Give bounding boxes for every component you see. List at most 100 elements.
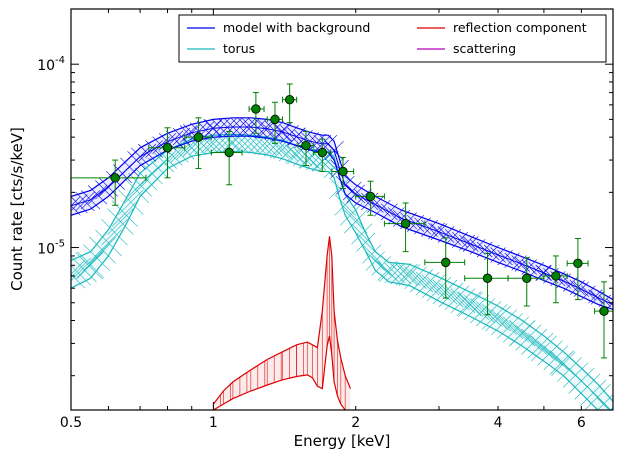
data-marker — [317, 147, 328, 158]
torus-hatch-line — [299, 148, 320, 169]
model-with-background-hatch-line — [71, 205, 81, 216]
data-point-11 — [355, 180, 385, 216]
torus-hatch-line — [278, 142, 298, 162]
torus-hatch-line — [450, 288, 476, 314]
torus-hatch-line — [118, 189, 144, 215]
torus-hatch-line — [515, 324, 542, 351]
plot-frame — [70, 8, 614, 411]
torus-hatch-line — [475, 301, 502, 327]
torus-hatch-line — [537, 340, 563, 366]
data-marker — [441, 257, 451, 268]
model-with-background-hatch-line — [71, 196, 81, 207]
torus-hatch-line — [530, 335, 557, 362]
torus-hatch-line — [258, 136, 277, 156]
legend-label-model: model with background — [223, 20, 370, 35]
data-point-15 — [507, 257, 545, 307]
data-marker — [338, 166, 348, 177]
torus-hatch-line — [287, 145, 307, 165]
data-marker — [573, 258, 583, 269]
torus-hatch-line — [404, 266, 427, 290]
x-tick-label: 4 — [494, 415, 503, 431]
y-tick-label: 10-5 — [37, 239, 65, 258]
x-tick-label: 2 — [351, 415, 360, 431]
data-marker — [193, 132, 204, 142]
torus-hatch-line — [83, 244, 111, 272]
data-marker — [110, 173, 120, 183]
torus-hatch-line — [485, 305, 511, 332]
torus-hatch-line — [241, 134, 260, 153]
torus-hatch-line — [124, 178, 150, 204]
torus-hatch-line — [464, 295, 490, 321]
torus-hatch-line — [298, 148, 319, 169]
torus-series — [71, 133, 613, 410]
torus-hatch-line — [334, 194, 356, 216]
torus-hatch-line — [356, 232, 376, 252]
series-layer — [71, 117, 613, 410]
torus-hatch-line — [230, 134, 248, 152]
torus-hatch-line — [584, 383, 611, 410]
legend-label-torus: torus — [223, 41, 255, 56]
torus-hatch-line — [89, 236, 116, 264]
y-tick-label: 10-4 — [37, 55, 65, 74]
torus-hatch-line — [107, 208, 134, 235]
legend: model with background reflection compone… — [178, 14, 607, 63]
data-point-17 — [566, 238, 589, 301]
torus-hatch-line — [503, 316, 530, 343]
torus-hatch-line — [95, 229, 122, 257]
data-point-13 — [424, 237, 466, 299]
torus-hatch-line — [432, 279, 458, 305]
torus-hatch-line — [398, 264, 421, 286]
x-axis-label: Energy [keV] — [294, 432, 391, 450]
torus-hatch-line — [263, 138, 283, 157]
legend-label-reflection: reflection component — [453, 20, 587, 35]
data-marker — [482, 273, 493, 283]
torus-hatch-line — [371, 256, 392, 276]
torus-hatch-line — [590, 390, 611, 410]
data-marker — [270, 114, 280, 125]
data-point-6 — [266, 101, 283, 144]
torus-lower-line — [71, 150, 599, 410]
torus-hatch-line — [415, 271, 440, 296]
data-point-5 — [248, 92, 265, 134]
torus-band — [71, 134, 613, 410]
x-tick-label: 6 — [577, 415, 586, 431]
torus-hatch-line — [253, 136, 272, 155]
reflection-component-band — [213, 236, 351, 410]
model-with-background-median-line — [71, 126, 613, 305]
torus-hatch-line — [141, 162, 163, 185]
data-marker — [224, 147, 234, 158]
torus-hatch-line — [362, 244, 382, 264]
reflection-component-hatching — [213, 236, 346, 410]
torus-hatch-line — [390, 263, 412, 285]
torus-hatch-line — [339, 203, 363, 226]
reflection-component-lower-line — [213, 335, 347, 410]
y-tick-labels: 10-5 10-4 — [37, 55, 65, 257]
data-marker — [522, 273, 532, 283]
data-marker — [400, 218, 411, 229]
torus-hatch-line — [101, 218, 128, 246]
model-with-background-band — [71, 117, 613, 310]
torus-hatch-line — [284, 144, 305, 164]
data-marker — [365, 191, 376, 202]
data-point-2 — [148, 127, 186, 179]
torus-hatch-line — [470, 298, 496, 324]
torus-hatch-line — [421, 274, 446, 299]
x-tick-labels: 0.5 1 2 4 6 — [60, 415, 586, 431]
data-marker — [551, 271, 561, 281]
torus-hatch-line — [509, 320, 536, 347]
x-tick-label: 0.5 — [60, 415, 82, 431]
model-with-background-series — [71, 117, 613, 310]
torus-hatch-line — [378, 262, 399, 283]
x-tick-label: 1 — [209, 415, 218, 431]
model-with-background-lower-line — [71, 135, 613, 310]
data-points-layer — [71, 83, 613, 359]
torus-hatch-line — [71, 260, 86, 275]
data-point-9 — [313, 138, 332, 172]
data-point-12 — [383, 202, 426, 253]
legend-label-scattering: scattering — [453, 41, 516, 56]
torus-hatch-line — [521, 328, 548, 355]
torus-hatch-line — [438, 282, 464, 308]
torus-hatch-line — [481, 304, 508, 330]
y-axis-label: Count rate [cts/s/keV] — [8, 127, 26, 291]
